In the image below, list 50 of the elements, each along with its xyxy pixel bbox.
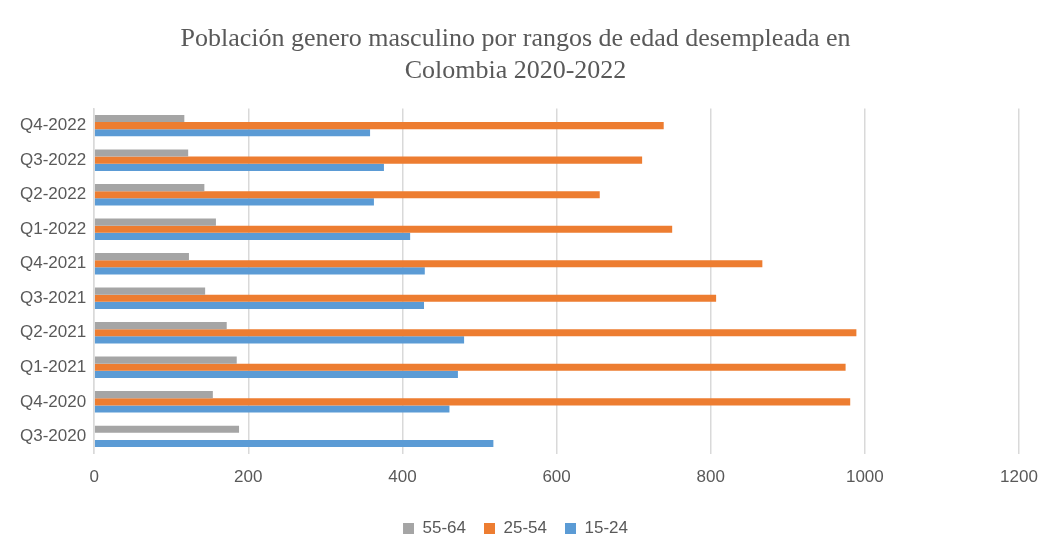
bar xyxy=(94,425,240,433)
bar xyxy=(94,198,374,206)
bar xyxy=(94,356,237,364)
x-tick-label: 1200 xyxy=(1000,467,1038,487)
bar xyxy=(94,114,185,123)
bar xyxy=(94,129,371,137)
bar xyxy=(94,156,643,164)
chart-title: Población genero masculino por rangos de edad desempleada en Colombia 2020-2022 xyxy=(180,23,851,84)
x-tick-label: 800 xyxy=(696,467,725,487)
bar xyxy=(94,184,205,192)
y-tick-label: Q4-2020 xyxy=(19,391,87,411)
y-tick-label: Q2-2021 xyxy=(19,322,87,342)
x-tick-label: 400 xyxy=(388,467,417,487)
y-tick-label: Q3-2021 xyxy=(19,287,87,307)
bar xyxy=(94,363,846,371)
bar xyxy=(94,218,216,226)
bar xyxy=(94,329,857,337)
y-tick-label: Q1-2021 xyxy=(19,356,87,376)
x-tick-label: 1000 xyxy=(845,467,884,487)
bar xyxy=(94,191,600,199)
bar xyxy=(94,253,189,261)
bar xyxy=(94,287,206,295)
bar xyxy=(94,322,227,330)
x-tick-label: 600 xyxy=(542,467,571,487)
y-tick-label: Q3-2020 xyxy=(19,426,87,446)
bar xyxy=(94,439,494,448)
bar xyxy=(94,391,213,399)
bar xyxy=(94,294,717,302)
y-tick-label: Q2-2022 xyxy=(19,184,87,204)
bar xyxy=(94,122,664,130)
bar xyxy=(94,149,189,157)
x-tick-label: 0 xyxy=(89,467,99,487)
bar xyxy=(94,260,763,268)
y-tick-label: Q3-2022 xyxy=(19,149,87,169)
y-tick-label: Q4-2022 xyxy=(19,115,87,135)
bar xyxy=(94,370,458,378)
legend-label: 25-54 xyxy=(503,518,547,538)
y-tick-label: Q1-2022 xyxy=(19,218,87,238)
bar xyxy=(94,336,465,344)
bar xyxy=(94,301,425,309)
y-tick-label: Q4-2021 xyxy=(19,253,87,273)
bar xyxy=(94,225,673,233)
legend-label: 55-64 xyxy=(422,518,467,538)
legend-label: 15-24 xyxy=(584,518,628,538)
bar xyxy=(94,232,411,240)
bar xyxy=(94,163,384,171)
bar xyxy=(94,267,425,275)
x-tick-label: 200 xyxy=(234,467,263,487)
bar xyxy=(94,398,851,406)
bar xyxy=(94,405,450,413)
